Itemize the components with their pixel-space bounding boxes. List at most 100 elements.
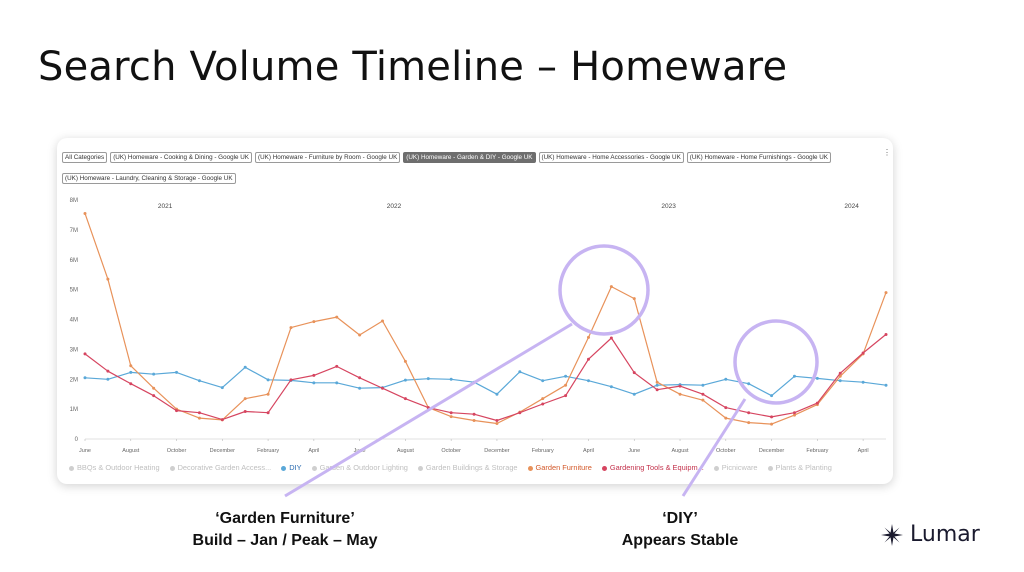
x-tick-label: June	[354, 448, 366, 454]
y-tick-label: 8M	[70, 198, 78, 204]
data-point	[266, 378, 270, 382]
data-point	[312, 381, 316, 385]
data-point	[106, 277, 110, 281]
legend-dot-icon	[601, 465, 607, 471]
data-point	[83, 352, 87, 356]
data-point	[838, 374, 842, 378]
category-filter-chip[interactable]: (UK) Homeware - Home Furnishings - Googl…	[686, 152, 832, 163]
category-filter-chip[interactable]: (UK) Homeware - Cooking & Dining - Googl…	[110, 152, 252, 163]
legend-item[interactable]: Picnicware	[713, 463, 758, 472]
x-tick-label: August	[122, 448, 140, 454]
data-point	[106, 369, 110, 373]
data-point	[243, 365, 247, 369]
data-point	[770, 415, 774, 419]
brand-name: Lumar	[910, 522, 980, 547]
data-point	[381, 319, 385, 323]
data-point	[838, 379, 842, 383]
data-point	[655, 383, 659, 387]
data-point	[861, 351, 865, 355]
year-label: 2021	[158, 203, 173, 210]
data-point	[518, 370, 522, 374]
data-point	[792, 411, 796, 415]
data-point	[312, 320, 316, 324]
data-point	[312, 373, 316, 377]
chart-legend: BBQs & Outdoor Heating Decorative Garden …	[69, 463, 842, 472]
data-point	[655, 380, 659, 384]
data-point	[586, 335, 590, 339]
data-point	[632, 371, 636, 375]
category-filter-chip[interactable]: (UK) Homeware - Home Accessories - Googl…	[538, 152, 684, 163]
data-point	[815, 376, 819, 380]
legend-item[interactable]: Garden Buildings & Storage	[417, 463, 518, 472]
x-tick-label: April	[858, 448, 869, 454]
legend-dot-icon	[527, 465, 533, 471]
legend-item[interactable]: Decorative Garden Access...	[169, 463, 272, 472]
year-label: 2023	[661, 203, 676, 210]
data-point	[770, 422, 774, 426]
category-filter-chip[interactable]: (UK) Homeware - Furniture by Room - Goog…	[255, 152, 401, 163]
x-tick-label: August	[671, 448, 689, 454]
data-point	[403, 397, 407, 401]
data-point	[197, 411, 201, 415]
data-point	[609, 385, 613, 389]
data-point	[701, 398, 705, 402]
line-chart: 0 1M 2M 3M 4M 5M 6M 7M 8M 2021 2022 2023 2024 June Aug…	[70, 198, 888, 454]
data-point	[449, 415, 453, 419]
x-tick-label: April	[308, 448, 319, 454]
x-tick-label: February	[257, 448, 279, 454]
year-label: 2024	[844, 203, 859, 210]
legend-item[interactable]: BBQs & Outdoor Heating	[69, 463, 160, 472]
y-tick-label: 6M	[70, 258, 78, 264]
data-point	[358, 386, 362, 390]
data-point	[220, 418, 224, 422]
legend-dot-icon	[281, 465, 287, 471]
data-point	[472, 418, 476, 422]
legend-item[interactable]: Garden Furniture	[527, 463, 592, 472]
data-point	[541, 379, 545, 383]
x-tick-label: December	[759, 448, 785, 454]
legend-item[interactable]: DIY	[281, 463, 302, 472]
data-point	[586, 379, 590, 383]
data-point	[220, 386, 224, 390]
data-point	[609, 285, 613, 289]
x-tick-label: October	[167, 448, 187, 454]
data-point	[724, 377, 728, 381]
more-options-icon[interactable]: ⋮	[883, 148, 891, 157]
diy-caption: ‘DIY’ Appears Stable	[590, 508, 770, 552]
x-tick-label: December	[210, 448, 236, 454]
legend-label: Decorative Garden Access...	[177, 463, 272, 472]
data-point	[152, 372, 156, 376]
category-filter-chip[interactable]: (UK) Homeware - Garden & DIY - Google UK	[403, 152, 536, 163]
y-tick-label: 2M	[70, 377, 78, 383]
category-filter-chip[interactable]: (UK) Homeware - Laundry, Cleaning & Stor…	[62, 173, 236, 184]
legend-item[interactable]: Plants & Planting	[767, 463, 832, 472]
data-point	[197, 416, 201, 420]
garden-furniture-caption-title: ‘Garden Furniture’	[215, 510, 355, 527]
data-point	[884, 291, 888, 295]
data-point	[884, 383, 888, 387]
data-point	[632, 392, 636, 396]
data-point	[861, 380, 865, 384]
data-point	[541, 397, 545, 401]
legend-label: BBQs & Outdoor Heating	[77, 463, 160, 472]
legend-item[interactable]: Gardening Tools & Equipm...	[601, 463, 704, 472]
data-point	[838, 371, 842, 375]
data-point	[129, 382, 133, 386]
data-point	[403, 359, 407, 363]
data-point	[747, 421, 751, 425]
legend-label: Gardening Tools & Equipm...	[609, 463, 704, 472]
y-tick-label: 5M	[70, 288, 78, 294]
diy-caption-title: ‘DIY’	[662, 510, 698, 527]
category-filter-chip[interactable]: All Categories	[62, 152, 108, 163]
legend-label: DIY	[289, 463, 302, 472]
data-point	[106, 377, 110, 381]
data-point	[472, 412, 476, 416]
legend-dot-icon	[169, 465, 175, 471]
data-point	[152, 394, 156, 398]
legend-item[interactable]: Garden & Outdoor Lighting	[311, 463, 408, 472]
legend-label: Garden Buildings & Storage	[425, 463, 518, 472]
legend-label: Garden Furniture	[535, 463, 592, 472]
x-tick-label: June	[628, 448, 640, 454]
data-point	[701, 392, 705, 396]
x-tick-label: February	[532, 448, 554, 454]
